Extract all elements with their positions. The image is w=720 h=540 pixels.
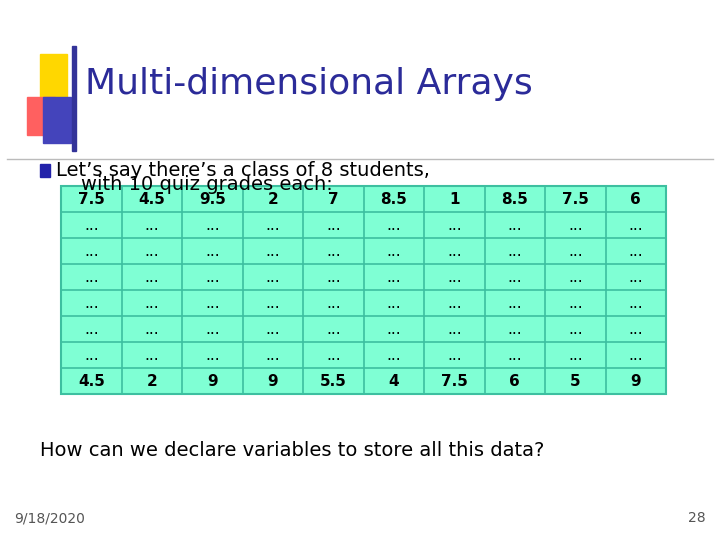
Text: 6: 6 bbox=[510, 374, 520, 389]
Text: ...: ... bbox=[629, 218, 643, 233]
Text: ...: ... bbox=[145, 296, 159, 310]
Text: ...: ... bbox=[145, 322, 159, 337]
Text: ...: ... bbox=[387, 218, 401, 233]
Bar bbox=[61, 186, 666, 394]
Text: ...: ... bbox=[387, 296, 401, 310]
Text: 4.5: 4.5 bbox=[78, 374, 105, 389]
Text: ...: ... bbox=[84, 270, 99, 285]
Text: with 10 quiz grades each:: with 10 quiz grades each: bbox=[56, 175, 333, 194]
Text: 7.5: 7.5 bbox=[562, 192, 589, 207]
Text: ...: ... bbox=[266, 244, 280, 259]
Text: ...: ... bbox=[205, 348, 220, 363]
Text: ...: ... bbox=[205, 218, 220, 233]
Text: ...: ... bbox=[508, 270, 522, 285]
Text: ...: ... bbox=[447, 218, 462, 233]
Text: ...: ... bbox=[84, 218, 99, 233]
Text: How can we declare variables to store all this data?: How can we declare variables to store al… bbox=[40, 441, 544, 461]
Text: ...: ... bbox=[205, 296, 220, 310]
Text: ...: ... bbox=[447, 322, 462, 337]
Text: 9: 9 bbox=[631, 374, 641, 389]
Text: ...: ... bbox=[326, 296, 341, 310]
Text: ...: ... bbox=[326, 322, 341, 337]
Text: ...: ... bbox=[568, 348, 582, 363]
Text: ...: ... bbox=[145, 218, 159, 233]
Text: 4: 4 bbox=[389, 374, 399, 389]
Text: 4.5: 4.5 bbox=[138, 192, 166, 207]
Text: ...: ... bbox=[568, 244, 582, 259]
Text: ...: ... bbox=[84, 296, 99, 310]
Bar bbox=[72, 46, 76, 151]
Text: 7.5: 7.5 bbox=[441, 374, 468, 389]
Text: ...: ... bbox=[629, 296, 643, 310]
Text: ...: ... bbox=[568, 322, 582, 337]
Text: ...: ... bbox=[205, 244, 220, 259]
Text: 1: 1 bbox=[449, 192, 459, 207]
Text: ...: ... bbox=[508, 296, 522, 310]
Text: ...: ... bbox=[629, 270, 643, 285]
Text: 7.5: 7.5 bbox=[78, 192, 105, 207]
Text: ...: ... bbox=[326, 348, 341, 363]
Text: ...: ... bbox=[326, 270, 341, 285]
Text: 5.5: 5.5 bbox=[320, 374, 347, 389]
Text: ...: ... bbox=[326, 218, 341, 233]
Text: ...: ... bbox=[266, 348, 280, 363]
Text: ...: ... bbox=[326, 244, 341, 259]
Text: ...: ... bbox=[145, 270, 159, 285]
Text: ...: ... bbox=[84, 348, 99, 363]
Bar bbox=[43, 97, 71, 143]
Text: 7: 7 bbox=[328, 192, 338, 207]
Bar bbox=[27, 97, 55, 135]
Text: ...: ... bbox=[145, 348, 159, 363]
Text: 9: 9 bbox=[207, 374, 217, 389]
Text: ...: ... bbox=[266, 270, 280, 285]
Text: ...: ... bbox=[629, 348, 643, 363]
Text: 8.5: 8.5 bbox=[380, 192, 408, 207]
Text: ...: ... bbox=[387, 322, 401, 337]
Text: ...: ... bbox=[447, 296, 462, 310]
Text: 2: 2 bbox=[147, 374, 157, 389]
Text: Let’s say there’s a class of 8 students,: Let’s say there’s a class of 8 students, bbox=[56, 161, 430, 180]
Text: ...: ... bbox=[205, 270, 220, 285]
Text: ...: ... bbox=[447, 244, 462, 259]
Text: 9: 9 bbox=[268, 374, 278, 389]
Text: ...: ... bbox=[266, 218, 280, 233]
Text: 9.5: 9.5 bbox=[199, 192, 226, 207]
Text: 28: 28 bbox=[688, 511, 706, 525]
Text: ...: ... bbox=[568, 296, 582, 310]
Text: 9/18/2020: 9/18/2020 bbox=[14, 511, 85, 525]
Text: ...: ... bbox=[629, 244, 643, 259]
Text: ...: ... bbox=[508, 348, 522, 363]
Text: 8.5: 8.5 bbox=[501, 192, 528, 207]
Text: ...: ... bbox=[447, 270, 462, 285]
Text: 5: 5 bbox=[570, 374, 580, 389]
Text: ...: ... bbox=[568, 218, 582, 233]
Text: ...: ... bbox=[508, 322, 522, 337]
Text: ...: ... bbox=[84, 322, 99, 337]
Text: ...: ... bbox=[266, 322, 280, 337]
Text: ...: ... bbox=[145, 244, 159, 259]
Text: ...: ... bbox=[568, 270, 582, 285]
Text: ...: ... bbox=[387, 348, 401, 363]
Text: ...: ... bbox=[447, 348, 462, 363]
Text: ...: ... bbox=[205, 322, 220, 337]
Text: ...: ... bbox=[266, 296, 280, 310]
Text: 2: 2 bbox=[268, 192, 278, 207]
Text: ...: ... bbox=[508, 244, 522, 259]
Text: ...: ... bbox=[387, 244, 401, 259]
Text: ...: ... bbox=[629, 322, 643, 337]
Text: Multi-dimensional Arrays: Multi-dimensional Arrays bbox=[85, 67, 533, 100]
Text: ...: ... bbox=[508, 218, 522, 233]
Text: ...: ... bbox=[84, 244, 99, 259]
Text: ...: ... bbox=[387, 270, 401, 285]
Bar bbox=[40, 54, 67, 105]
Bar bbox=[40, 164, 50, 177]
Text: 6: 6 bbox=[631, 192, 641, 207]
